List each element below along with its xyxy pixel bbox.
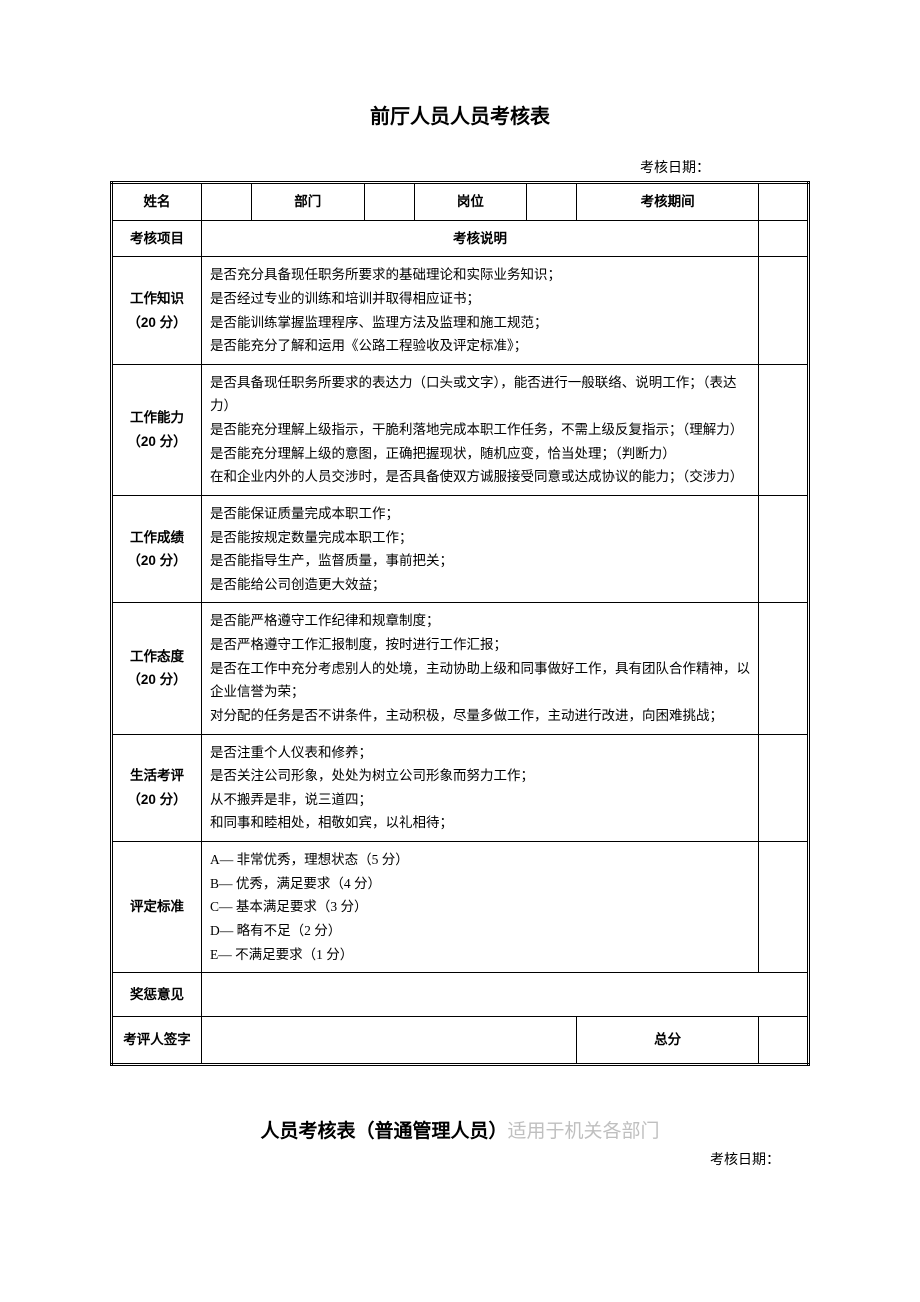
header-period: 考核期间 bbox=[577, 183, 759, 221]
name-value bbox=[202, 183, 252, 221]
description-cell: 是否能严格遵守工作纪律和规章制度；是否严格遵守工作汇报制度，按时进行工作汇报；是… bbox=[202, 603, 759, 734]
table-row: 工作能力（20 分） 是否具备现任职务所要求的表达力（口头或文字），能否进行一般… bbox=[112, 364, 809, 495]
subtitle-main: 人员考核表（普通管理人员） bbox=[260, 1121, 507, 1142]
reward-opinion-label: 奖惩意见 bbox=[112, 973, 202, 1017]
assessment-table: 姓名 部门 岗位 考核期间 考核项目 考核说明 工作知识（20 分） 是否充分具… bbox=[110, 181, 810, 1066]
table-row: 工作成绩（20 分） 是否能保证质量完成本职工作；是否能按规定数量完成本职工作；… bbox=[112, 495, 809, 603]
description-cell: 是否具备现任职务所要求的表达力（口头或文字），能否进行一般联络、说明工作；（表达… bbox=[202, 364, 759, 495]
period-value bbox=[759, 183, 809, 221]
category-cell: 工作知识（20 分） bbox=[112, 257, 202, 365]
header-department: 部门 bbox=[252, 183, 365, 221]
description-cell: 是否能保证质量完成本职工作；是否能按规定数量完成本职工作；是否能指导生产，监督质… bbox=[202, 495, 759, 603]
row-score bbox=[759, 842, 809, 973]
description-cell: A— 非常优秀，理想状态（5 分）B— 优秀，满足要求（4 分）C— 基本满足要… bbox=[202, 842, 759, 973]
department-value bbox=[364, 183, 414, 221]
table-row: 评定标准 A— 非常优秀，理想状态（5 分）B— 优秀，满足要求（4 分）C— … bbox=[112, 842, 809, 973]
row-score bbox=[759, 603, 809, 734]
evaluator-sign-row: 考评人签字 总分 bbox=[112, 1017, 809, 1065]
category-cell: 工作能力（20 分） bbox=[112, 364, 202, 495]
column-label-row: 考核项目 考核说明 bbox=[112, 220, 809, 257]
header-position: 岗位 bbox=[414, 183, 527, 221]
row-score bbox=[759, 364, 809, 495]
reward-opinion-value bbox=[202, 973, 809, 1017]
category-cell: 工作成绩（20 分） bbox=[112, 495, 202, 603]
table-row: 工作知识（20 分） 是否充分具备现任职务所要求的基础理论和实际业务知识；是否经… bbox=[112, 257, 809, 365]
page-title: 前厅人员人员考核表 bbox=[110, 100, 810, 129]
row-score bbox=[759, 257, 809, 365]
total-score-label: 总分 bbox=[577, 1017, 759, 1065]
header-row: 姓名 部门 岗位 考核期间 bbox=[112, 183, 809, 221]
subtitle: 人员考核表（普通管理人员）适用于机关各部门 bbox=[110, 1116, 810, 1143]
total-score-value bbox=[759, 1017, 809, 1065]
evaluator-sign-value bbox=[202, 1017, 577, 1065]
row-score bbox=[759, 734, 809, 842]
subtitle-gray: 适用于机关各部门 bbox=[508, 1121, 660, 1142]
assessment-date-label: 考核日期： bbox=[110, 157, 810, 177]
category-cell: 工作态度（20 分） bbox=[112, 603, 202, 734]
evaluator-sign-label: 考评人签字 bbox=[112, 1017, 202, 1065]
table-row: 生活考评（20 分） 是否注重个人仪表和修养；是否关注公司形象，处处为树立公司形… bbox=[112, 734, 809, 842]
assessment-date-label-2: 考核日期： bbox=[110, 1149, 810, 1169]
col-score-blank bbox=[759, 220, 809, 257]
col-project: 考核项目 bbox=[112, 220, 202, 257]
description-cell: 是否注重个人仪表和修养；是否关注公司形象，处处为树立公司形象而努力工作；从不搬弄… bbox=[202, 734, 759, 842]
position-value bbox=[527, 183, 577, 221]
category-cell: 评定标准 bbox=[112, 842, 202, 973]
description-cell: 是否充分具备现任职务所要求的基础理论和实际业务知识；是否经过专业的训练和培训并取… bbox=[202, 257, 759, 365]
header-name: 姓名 bbox=[112, 183, 202, 221]
col-explanation: 考核说明 bbox=[202, 220, 759, 257]
reward-opinion-row: 奖惩意见 bbox=[112, 973, 809, 1017]
row-score bbox=[759, 495, 809, 603]
category-cell: 生活考评（20 分） bbox=[112, 734, 202, 842]
table-row: 工作态度（20 分） 是否能严格遵守工作纪律和规章制度；是否严格遵守工作汇报制度… bbox=[112, 603, 809, 734]
